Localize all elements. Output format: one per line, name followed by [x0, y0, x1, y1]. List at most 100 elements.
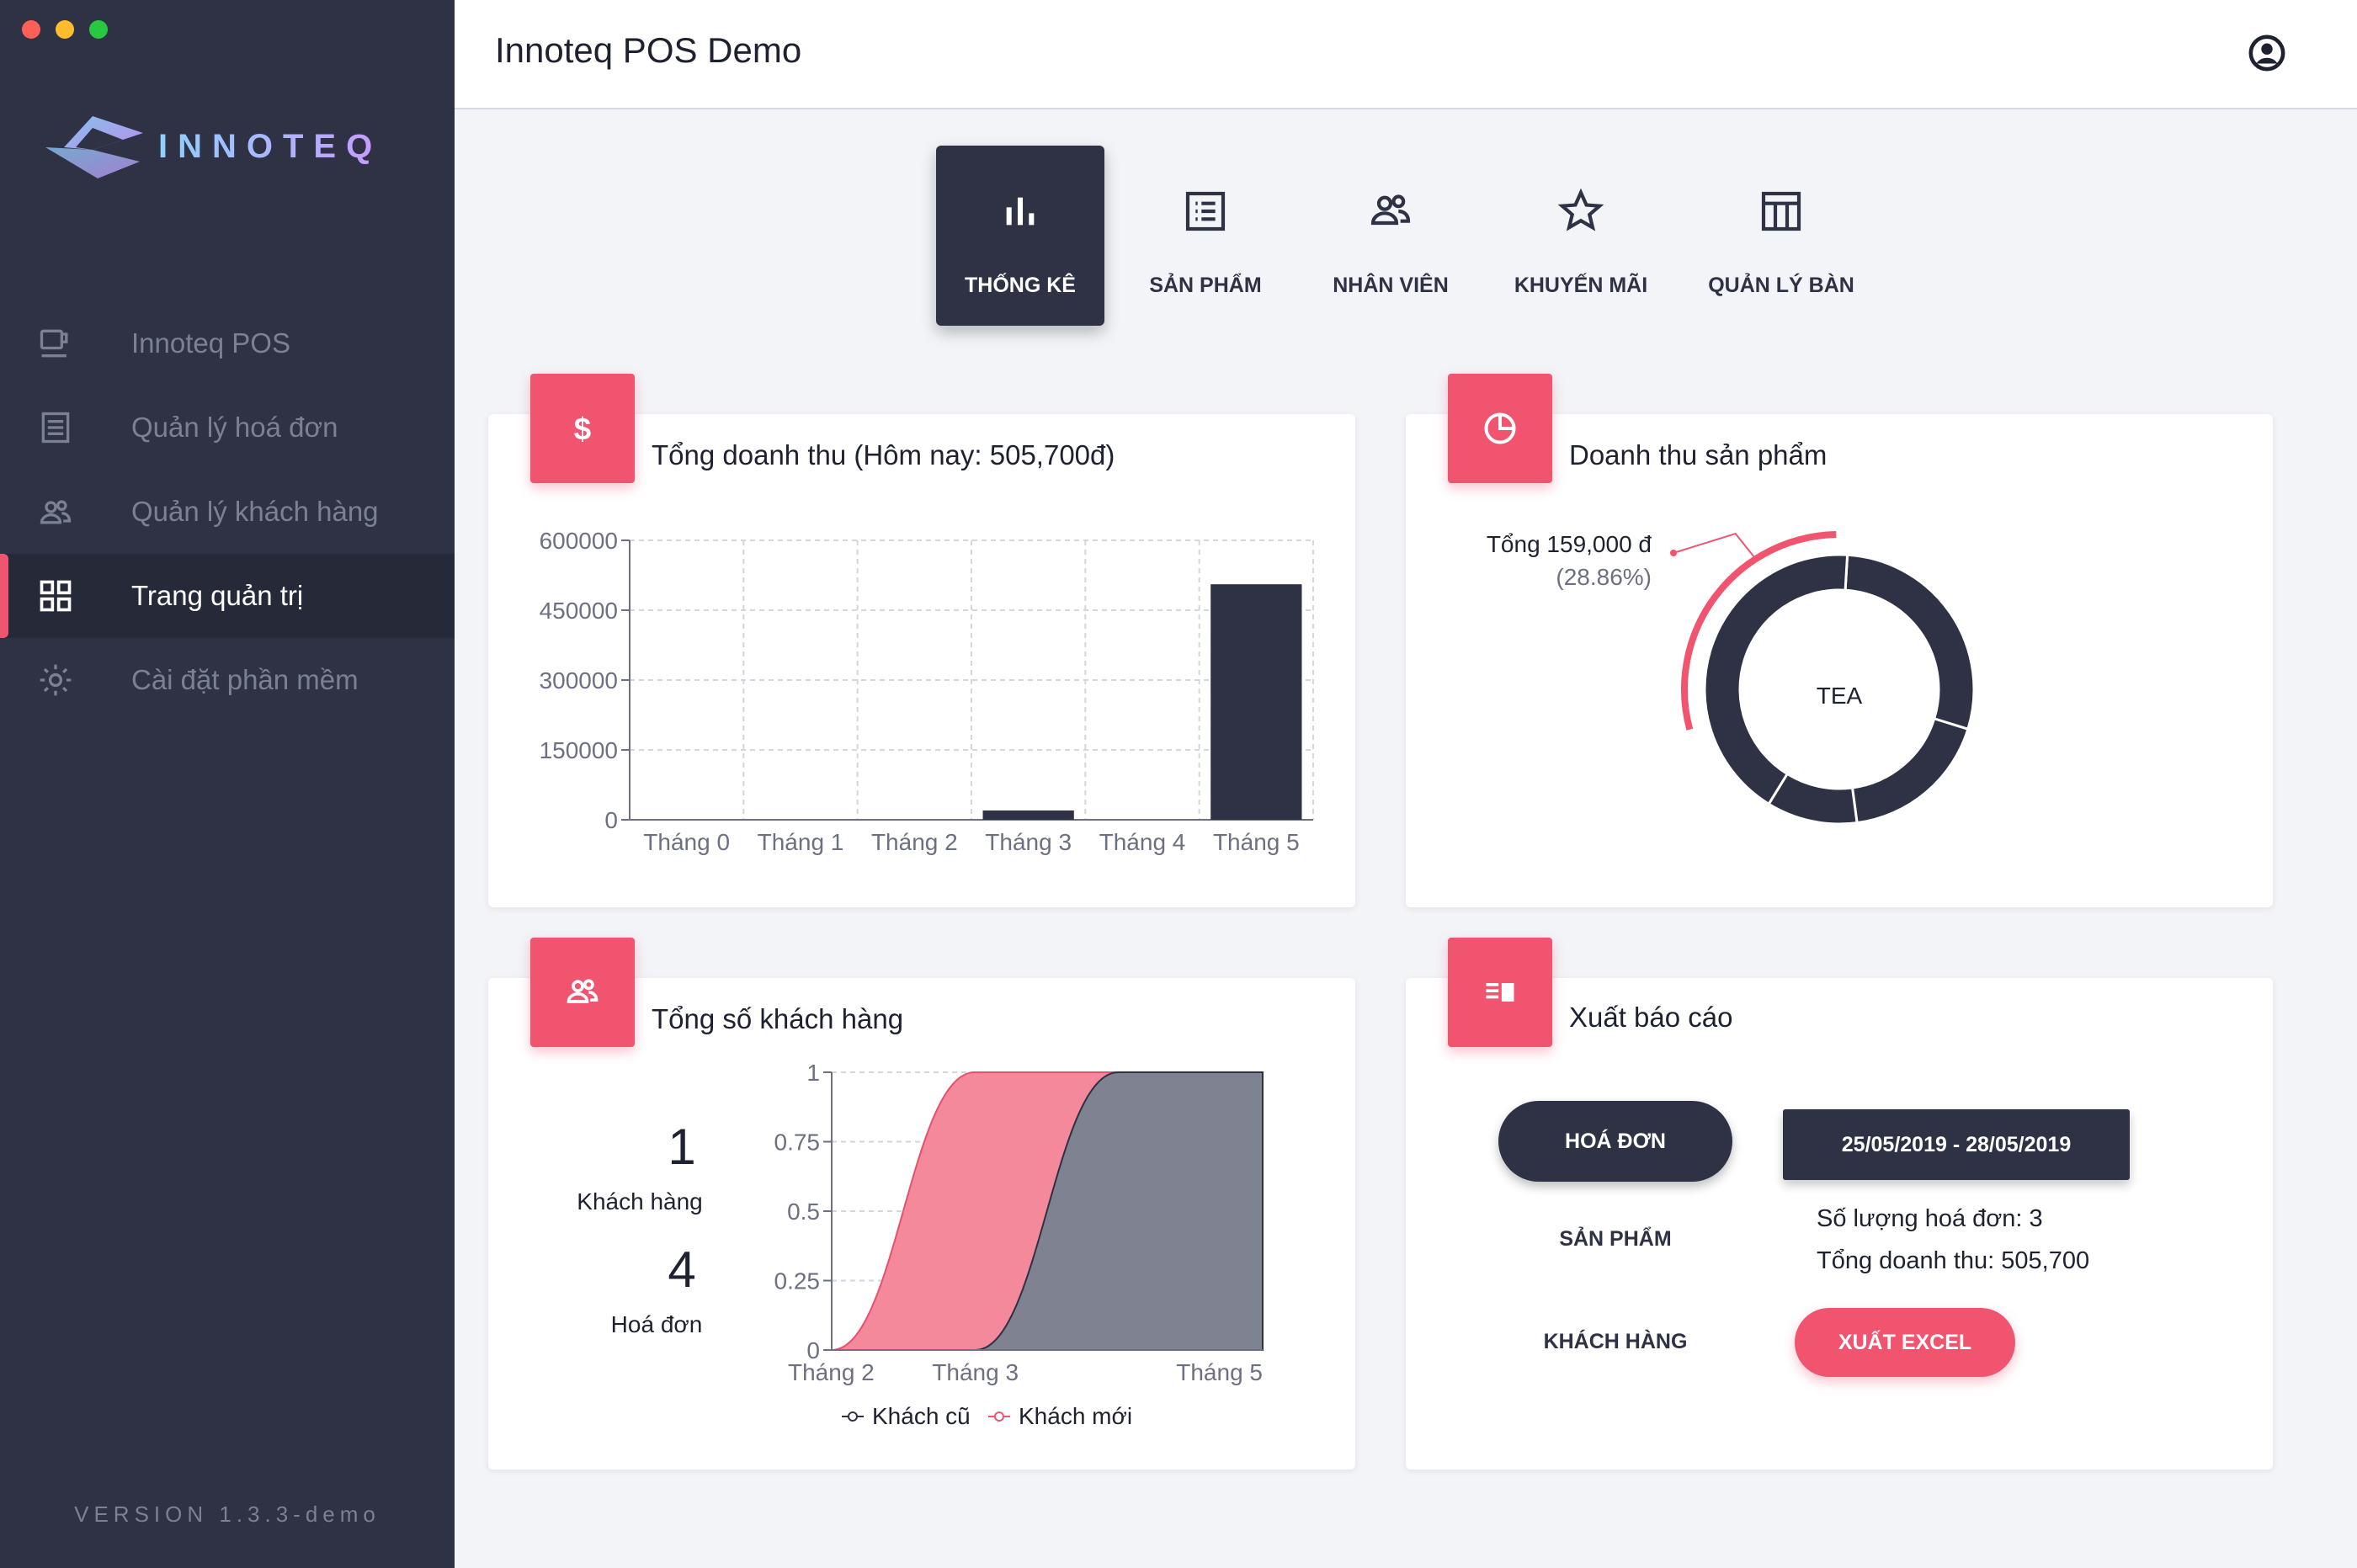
sidebar: INNOTEQ Innoteq POS Quản lý hoá đơn Quản… [0, 0, 455, 1568]
legend-marker-dot [848, 1411, 858, 1422]
tab-table-management[interactable]: QUẢN LÝ BÀN [1697, 146, 1865, 326]
tab-staff[interactable]: NHÂN VIÊN [1306, 146, 1475, 326]
dollar-icon: $ [574, 412, 591, 446]
active-indicator [0, 554, 8, 638]
tab-statistics[interactable]: THỐNG KÊ [936, 146, 1104, 326]
product-revenue-title: Doanh thu sản phẩm [1569, 439, 1828, 470]
customer-count-label: Khách hàng [577, 1188, 703, 1215]
report-card: Xuất báo cáo HOÁ ĐƠN SẢN PHẨM KHÁCH HÀNG… [1406, 978, 2273, 1470]
dashboard-icon [40, 580, 72, 612]
tab-label: NHÂN VIÊN [1333, 274, 1449, 297]
tab-label: SẢN PHẨM [1149, 274, 1262, 297]
svg-text:$: $ [574, 412, 591, 446]
receipt-icon [41, 412, 70, 444]
y-tick-label: 0 [604, 807, 618, 833]
x-tick-label: Tháng 5 [1213, 829, 1300, 855]
tab-promotions[interactable]: KHUYẾN MÃI [1497, 146, 1665, 326]
x-tick-label: Tháng 2 [788, 1359, 875, 1385]
callout-dot [1670, 550, 1677, 556]
customers-card: Tổng số khách hàng 1 Khách hàng 4 Hoá đơ… [488, 978, 1355, 1470]
tab-products[interactable]: SẢN PHẨM [1121, 146, 1290, 326]
report-title: Xuất báo cáo [1569, 1002, 1733, 1033]
sidebar-item-admin[interactable]: Trang quản trị [0, 554, 455, 638]
version-label: VERSION 1.3.3-demo [74, 1502, 380, 1527]
y-tick-label: 300000 [540, 667, 618, 694]
donut-highlight-arc [1681, 531, 1837, 731]
sidebar-item-settings[interactable]: Cài đặt phần mềm [0, 638, 455, 722]
callout-line [1673, 532, 1757, 560]
people-icon [567, 979, 599, 1003]
account-icon[interactable] [2248, 34, 2286, 72]
coffee-cup-icon [40, 329, 68, 358]
sidebar-item-label: Quản lý hoá đơn [131, 412, 338, 443]
invoice-report-option[interactable]: HOÁ ĐƠN [1498, 1101, 1732, 1182]
tab-label: QUẢN LÝ BÀN [1708, 274, 1854, 297]
revenue-bar-chart: 0 150000 300000 450000 600000 Tháng 0 Tháng 1 T… [540, 528, 1314, 855]
x-tick-label: Tháng 0 [643, 829, 730, 855]
revenue-badge: $ [530, 374, 635, 483]
y-tick-label: 0.5 [787, 1199, 820, 1225]
minimize-window-button[interactable] [56, 20, 74, 39]
product-revenue-badge [1448, 374, 1552, 483]
product-revenue-card: Doanh thu sản phẩm Tổng 159,000 đ (28.86… [1406, 414, 2273, 907]
sidebar-item-innoteq-pos[interactable]: Innoteq POS [0, 301, 455, 385]
list-icon [1185, 191, 1226, 231]
revenue-line: Tổng doanh thu: 505,700 [1817, 1247, 2090, 1274]
bar-chart-icon [1006, 197, 1035, 226]
legend-marker-dot [994, 1411, 1004, 1422]
y-tick-label: 600000 [540, 528, 618, 554]
x-tick-label: Tháng 3 [932, 1359, 1019, 1385]
export-excel-button[interactable]: XUẤT EXCEL [1795, 1308, 2015, 1377]
y-tick-label: 450000 [540, 598, 618, 624]
donut-callout-total: Tổng 159,000 đ [1487, 531, 1652, 557]
bar [982, 810, 1074, 820]
page-title: Innoteq POS Demo [495, 30, 802, 70]
app-header: Innoteq POS Demo [455, 0, 2357, 109]
sidebar-item-label: Trang quản trị [131, 580, 304, 611]
donut-slice [1844, 553, 1976, 731]
y-tick-label: 150000 [540, 737, 618, 763]
sidebar-item-label: Quản lý khách hàng [131, 496, 379, 527]
report-badge [1448, 938, 1552, 1047]
x-tick-label: Tháng 4 [1099, 829, 1186, 855]
area-series-khach-cu [832, 1071, 1264, 1351]
customer-count: 1 [668, 1119, 696, 1175]
tab-label: KHUYẾN MÃI [1514, 274, 1648, 297]
tab-label: THỐNG KÊ [965, 274, 1076, 297]
x-tick-label: Tháng 1 [758, 829, 844, 855]
donut-slice [1850, 716, 1970, 825]
product-report-option[interactable]: SẢN PHẨM [1559, 1227, 1672, 1251]
sidebar-item-label: Cài đặt phần mềm [131, 664, 359, 695]
x-tick-label: Tháng 3 [985, 829, 1072, 855]
y-tick-label: 0 [806, 1337, 820, 1363]
legend-label: Khách cũ [872, 1403, 971, 1429]
donut-callout-percent: (28.86%) [1556, 564, 1652, 590]
maximize-window-button[interactable] [89, 20, 108, 39]
revenue-title: Tổng doanh thu (Hôm nay: 505,700đ) [652, 439, 1115, 470]
donut-center-label: TEA [1817, 683, 1863, 709]
sidebar-item-invoices[interactable]: Quản lý hoá đơn [0, 385, 455, 470]
star-icon [1557, 188, 1604, 231]
customers-title: Tổng số khách hàng [652, 1003, 904, 1034]
x-tick-label: Tháng 5 [1176, 1359, 1263, 1385]
revenue-card: Tổng doanh thu (Hôm nay: 505,700đ) 0 1500… [488, 414, 1355, 907]
invoice-count: 4 [668, 1241, 696, 1298]
y-tick-label: 0.25 [774, 1268, 821, 1294]
y-tick-label: 0.75 [774, 1129, 821, 1156]
sidebar-item-label: Innoteq POS [131, 327, 290, 359]
brand-name: INNOTEQ [158, 128, 383, 165]
y-tick-label: 1 [806, 1060, 820, 1086]
x-tick-label: Tháng 2 [871, 829, 958, 855]
date-range-picker[interactable]: 25/05/2019 - 28/05/2019 [1783, 1109, 2130, 1180]
customers-badge [530, 938, 635, 1047]
pie-icon [1484, 412, 1516, 444]
close-window-button[interactable] [22, 20, 40, 39]
sidebar-item-customers[interactable]: Quản lý khách hàng [0, 470, 455, 554]
customers-area-chart: 0 0.25 0.5 0.75 1 Tháng 2 Tháng 3 Tháng 5 Khách … [774, 1060, 1264, 1429]
people-icon [40, 500, 72, 524]
table-icon [1761, 191, 1801, 231]
invoice-count-line: Số lượng hoá đơn: 3 [1817, 1205, 2043, 1232]
invoice-count-label: Hoá đơn [610, 1311, 703, 1337]
customer-report-option[interactable]: KHÁCH HÀNG [1543, 1330, 1688, 1353]
report-icon [1486, 983, 1514, 1002]
